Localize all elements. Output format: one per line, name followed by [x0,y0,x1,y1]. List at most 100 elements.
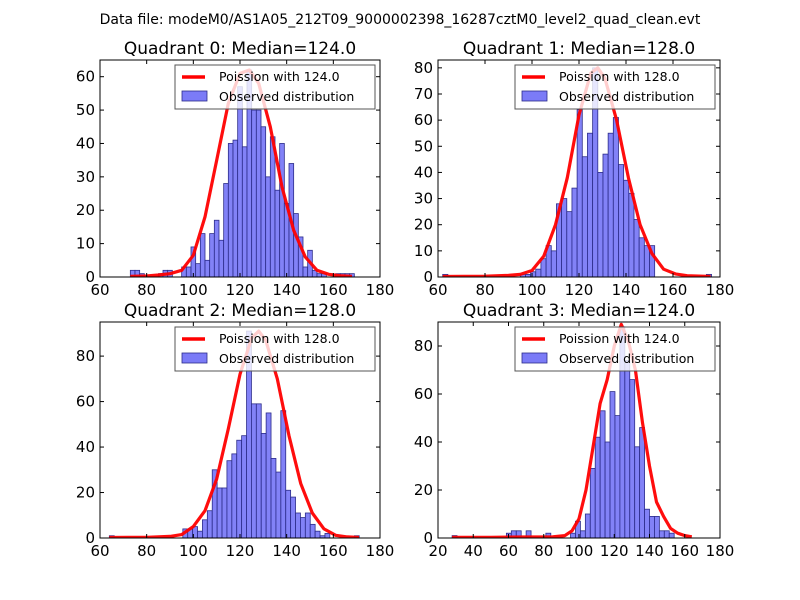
histogram-bar [663,530,670,538]
subplot-quadrant-2: Quadrant 2: Median=128.0 60 80 100 120 140 160… [76,301,394,560]
y-tick-label: 70 [414,85,433,103]
histogram-bar [290,496,296,538]
histogram-bar [241,435,247,538]
histogram-bar [227,143,234,277]
x-tick-label: 20 [428,542,447,560]
histogram-bar [237,86,243,277]
histogram-bar [658,530,665,538]
histogram-bar [255,403,262,538]
legend-label-poisson: Poission with 124.0 [219,69,340,84]
x-tick-label: 180 [706,542,735,560]
histogram-bar [566,211,573,277]
y-tick-label: 80 [76,347,95,365]
x-tick-label: 180 [366,281,395,299]
x-tick-label: 100 [565,542,594,560]
histogram-bar [293,213,299,277]
histogram-bar [587,132,594,277]
histogram-bar [638,237,645,277]
histogram-bar [581,156,588,277]
histogram-bar [300,517,306,538]
histogram-bar [302,266,309,277]
histogram-bar [584,513,591,538]
histogram-bar [607,132,614,277]
histogram-bar [197,530,203,538]
histogram-bar [204,259,211,277]
histogram-bar [265,176,271,277]
x-tick-label: 180 [706,281,735,299]
histogram-bar [643,245,650,277]
y-tick-label: 60 [76,68,95,86]
histogram-bar [535,268,542,277]
histogram-bar [260,126,267,277]
y-tick-label: 30 [76,168,95,186]
histogram-bar [629,379,636,538]
histogram-bar [550,250,557,277]
subplot-title: Quadrant 0: Median=124.0 [124,39,356,59]
subplot-quadrant-1: Quadrant 1: Median=128.060 80 100 120 140 160… [414,39,734,299]
x-tick-label: 100 [179,281,208,299]
y-tick-label: 40 [76,438,95,456]
x-tick-label: 140 [612,281,641,299]
histogram-bar [236,439,243,538]
y-tick-label: 50 [414,137,433,155]
subplot-title: Quadrant 2: Median=128.0 [124,301,356,321]
histogram-bar [597,172,604,277]
legend-label-poisson: Poission with 124.0 [559,331,680,346]
y-tick-label: 80 [414,59,433,77]
histogram-bar [202,519,208,538]
legend-label-observed: Observed distribution [559,351,694,366]
histogram-bar [218,239,225,277]
legend-label-poisson: Poission with 128.0 [559,69,680,84]
histogram-bar [297,236,304,277]
legend-label-poisson: Poission with 128.0 [219,331,340,346]
histogram-bar [231,453,238,538]
y-tick-label: 0 [85,529,95,547]
legend-label-observed: Observed distribution [219,89,354,104]
legend-bar-swatch [521,90,548,102]
y-tick-label: 20 [76,484,95,502]
histogram-bar [530,271,537,277]
y-tick-label: 60 [414,385,433,403]
histogram-bar [561,198,568,277]
histogram-bar [199,233,206,277]
histogram-bar [251,109,257,277]
y-tick-label: 10 [76,235,95,253]
histogram-bar [280,410,287,538]
subplot-quadrant-0: Quadrant 0: Median=124.060 80 100 120 140 160… [76,39,394,299]
histogram-bar [580,530,586,538]
histogram-bar [226,460,233,538]
histogram-bar [295,512,301,538]
x-tick-label: 100 [518,281,547,299]
histogram-bar [644,508,650,538]
histogram-bar [209,233,215,277]
histogram-bar [309,523,316,538]
histogram-bar [609,391,616,538]
histogram-bar [260,433,267,538]
legend: Poission with 124.0 Observed distribution [174,64,376,110]
legend: Poission with 128.0 Observed distribution [174,326,376,372]
subplot-quadrant-3: Quadrant 3: Median=124.0 20 40 60 80 100 120 14… [414,301,734,560]
histogram-bar [304,512,311,538]
y-tick-label: 40 [414,163,433,181]
y-tick-label: 0 [85,268,95,286]
x-tick-label: 120 [565,281,594,299]
legend-frame [514,326,716,372]
histogram-bar [269,136,276,277]
histogram-bar [285,489,292,538]
histogram-bar [274,189,281,277]
histogram-bar [594,436,601,538]
histogram-bar [206,510,213,538]
x-tick-label: 160 [319,542,348,560]
histogram-bar [589,467,596,538]
histogram-bar [633,219,640,277]
x-tick-label: 160 [670,542,699,560]
y-tick-label: 0 [423,529,433,547]
histogram-bar [576,109,583,277]
histogram-bar [624,359,631,538]
histogram-bar [232,139,239,277]
figure-suptitle: Data file: modeM0/AS1A05_212T09_90000023… [100,12,701,28]
histogram-bar [628,192,635,277]
x-tick-label: 80 [534,542,553,560]
legend: Poission with 128.0 Observed distribution [514,64,716,110]
